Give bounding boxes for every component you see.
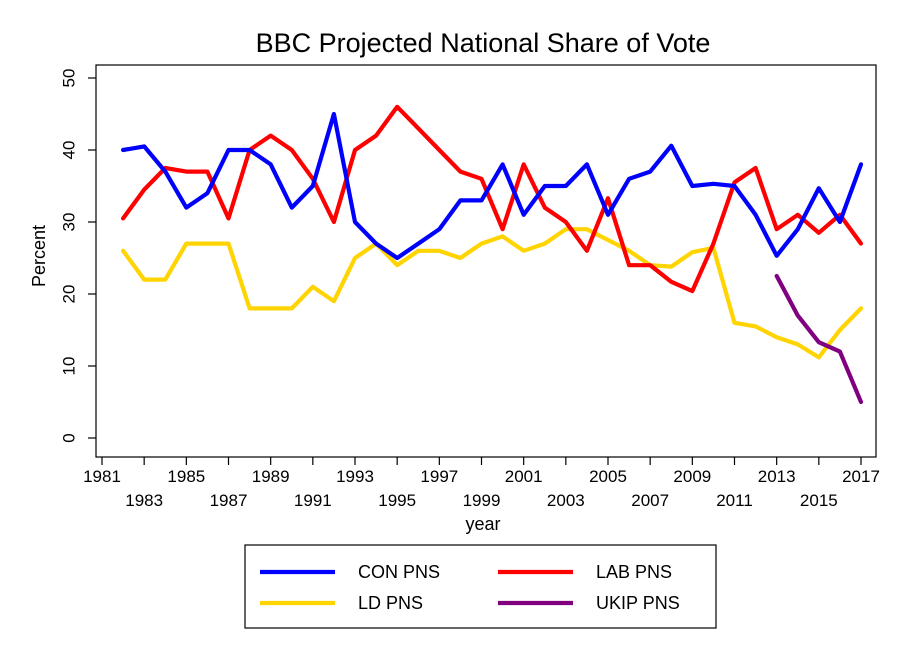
x-axis: 1981 1985 1989 1993 1997 2001 2005 2009 2013 2017… [83, 457, 880, 510]
series-line-ukip-pns [774, 273, 864, 405]
x-tick-label: 2003 [547, 491, 585, 510]
x-axis-title: year [465, 514, 500, 534]
x-tick-label: 1995 [378, 491, 416, 510]
x-tick-label: 1997 [420, 467, 458, 486]
x-tick-label: 2011 [716, 491, 753, 510]
x-tick-label: 1985 [167, 467, 205, 486]
series-line-ld-pns [120, 227, 864, 360]
x-tick-label: 1993 [336, 467, 374, 486]
x-tick-label: 1987 [210, 491, 248, 510]
x-tick-label: 1983 [125, 491, 163, 510]
x-tick-label: 2017 [842, 467, 880, 486]
legend-label: CON PNS [358, 562, 440, 582]
legend: CON PNS LAB PNS LD PNS UKIP PNS [244, 544, 717, 629]
x-tick-label: 2005 [589, 467, 627, 486]
legend-box [244, 544, 717, 629]
y-tick-label: 0 [59, 433, 78, 442]
x-tick-label: 1989 [252, 467, 290, 486]
y-tick-label: 40 [59, 141, 78, 160]
x-tick-label: 2007 [631, 491, 669, 510]
x-tick-label: 1991 [294, 491, 332, 510]
x-tick-label: 2013 [758, 467, 796, 486]
y-tick-label: 50 [59, 69, 78, 88]
y-axis: 0 10 20 30 40 50 [59, 69, 96, 443]
series-line-con-pns [120, 111, 864, 261]
y-tick-label: 30 [59, 213, 78, 232]
series-line-lab-pns [120, 104, 864, 294]
y-tick-label: 20 [59, 285, 78, 304]
x-tick-label: 1999 [463, 491, 501, 510]
x-tick-label: 2009 [673, 467, 711, 486]
legend-label: LAB PNS [596, 562, 672, 582]
x-tick-label: 1981 [83, 467, 121, 486]
x-tick-label: 2015 [800, 491, 838, 510]
y-tick-label: 10 [59, 357, 78, 376]
chart-title: BBC Projected National Share of Vote [256, 28, 711, 58]
legend-label: UKIP PNS [596, 593, 680, 613]
series-layer [120, 104, 864, 405]
x-tick-label: 2001 [505, 467, 543, 486]
plot-area [95, 64, 877, 458]
legend-label: LD PNS [358, 593, 423, 613]
y-axis-title: Percent [29, 225, 49, 287]
